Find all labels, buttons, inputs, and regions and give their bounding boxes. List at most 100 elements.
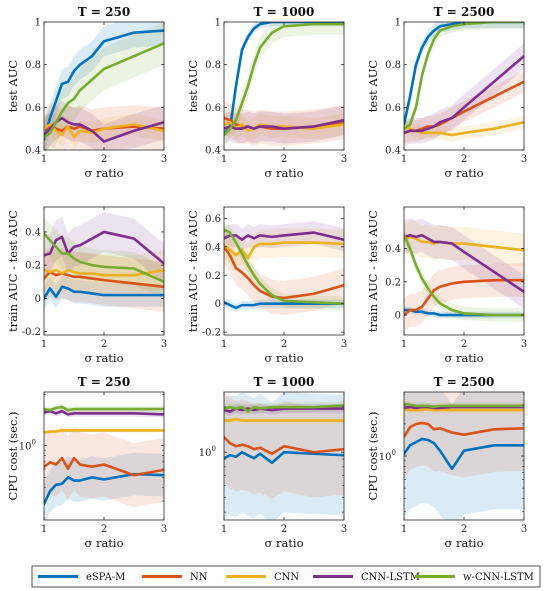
panel-2: 1 2 3 0.4 0.6 0.8 1 T = 1000 σ ratio test AUC bbox=[186, 5, 347, 180]
y-axis-label: test AUC bbox=[6, 60, 20, 113]
panel-1: 1 2 3 0.4 0.6 0.8 1 T = 250 σ ratio test AUC bbox=[6, 5, 167, 180]
legend-label: w-CNN-LSTM bbox=[463, 572, 534, 583]
series-line-espa-m bbox=[404, 437, 524, 471]
y-tick-label: 0.4 bbox=[385, 146, 401, 157]
x-tick-label: 2 bbox=[281, 339, 287, 350]
series-line-espa-m bbox=[404, 22, 524, 126]
y-tick-label: 1 bbox=[395, 18, 401, 29]
y-tick-label: 0 bbox=[215, 299, 221, 310]
x-axis-label: σ ratio bbox=[264, 351, 303, 365]
panel-title: T = 250 bbox=[78, 375, 130, 389]
x-tick-label: 2 bbox=[461, 339, 467, 350]
y-tick-label: 0.6 bbox=[385, 103, 401, 114]
legend-label: eSPA-M bbox=[86, 572, 125, 583]
x-tick-label: 2 bbox=[101, 524, 107, 535]
legend-item-w-cnn-lstm: w-CNN-LSTM bbox=[415, 572, 534, 583]
y-tick-label: 0.4 bbox=[25, 146, 41, 157]
x-tick-label: 1 bbox=[41, 524, 47, 535]
legend-item-cnn-lstm: CNN-LSTM bbox=[313, 572, 420, 583]
series-line-cnn bbox=[44, 123, 164, 139]
x-tick-label: 3 bbox=[521, 524, 527, 535]
plot-area bbox=[44, 211, 164, 312]
series-line-nn bbox=[224, 245, 344, 300]
y-tick-label: 0.6 bbox=[205, 103, 221, 114]
y-tick-label: -0.2 bbox=[22, 327, 41, 338]
series-line-nn bbox=[404, 421, 524, 439]
series-line-espa-m bbox=[224, 450, 344, 465]
series-line-w-cnn-lstm bbox=[44, 42, 164, 139]
x-tick-label: 2 bbox=[281, 524, 287, 535]
x-axis-label: σ ratio bbox=[84, 166, 123, 180]
panel-title: T = 1000 bbox=[254, 5, 315, 19]
series-line-w-cnn-lstm bbox=[44, 405, 164, 412]
series-line-w-cnn-lstm bbox=[44, 232, 164, 284]
band-cnn-lstm bbox=[44, 211, 164, 284]
legend-label: NN bbox=[190, 572, 208, 583]
x-tick-label: 2 bbox=[461, 154, 467, 165]
y-tick-label: 0.4 bbox=[25, 227, 41, 238]
y-tick-label: 0.2 bbox=[385, 277, 401, 288]
series-line-cnn-lstm bbox=[404, 233, 524, 294]
panel-title: T = 250 bbox=[78, 5, 130, 19]
plot-area bbox=[44, 403, 164, 520]
panel-8: 1 2 3 100 T = 1000 σ ratio bbox=[199, 375, 347, 550]
x-tick-label: 2 bbox=[281, 154, 287, 165]
y-tick-label: 0.8 bbox=[385, 60, 401, 71]
band-espa-m bbox=[44, 452, 164, 520]
series-line-nn bbox=[224, 435, 344, 456]
x-tick-label: 3 bbox=[341, 154, 347, 165]
y-tick-label: 100 bbox=[199, 445, 216, 459]
panel-5: 1 2 3 -0.2 0 0.2 0.4 0.6 σ ratio train AUC - test… bbox=[186, 206, 347, 365]
series-line-w-cnn-lstm bbox=[404, 402, 524, 409]
plot-area bbox=[224, 22, 344, 146]
series-line-cnn bbox=[404, 235, 524, 252]
series-line-nn bbox=[44, 456, 164, 477]
y-tick-label: 0.4 bbox=[205, 242, 221, 253]
x-axis-label: σ ratio bbox=[444, 536, 483, 550]
plot-area bbox=[404, 392, 524, 520]
x-tick-label: 2 bbox=[101, 339, 107, 350]
y-axis-label: train AUC - test AUC bbox=[186, 210, 200, 332]
series-line-cnn-lstm bbox=[44, 409, 164, 416]
band-nn bbox=[44, 426, 164, 508]
y-tick-label: 0.2 bbox=[205, 271, 221, 282]
band-cnn bbox=[404, 115, 524, 142]
x-tick-label: 1 bbox=[401, 154, 407, 165]
plot-area bbox=[224, 392, 344, 520]
panel-6: 1 2 3 0 0.2 0.4 σ ratio train AUC - test AUC bbox=[366, 206, 527, 365]
series-line-espa-m bbox=[44, 29, 164, 141]
series-line-espa-m bbox=[44, 285, 164, 300]
x-tick-label: 1 bbox=[41, 339, 47, 350]
series-line-cnn bbox=[44, 268, 164, 277]
x-tick-label: 1 bbox=[41, 154, 47, 165]
plot-area bbox=[224, 221, 344, 316]
x-tick-label: 1 bbox=[221, 524, 227, 535]
y-tick-label: 100 bbox=[19, 438, 36, 452]
y-tick-label: 0 bbox=[35, 294, 41, 305]
y-tick-label: 0.8 bbox=[205, 60, 221, 71]
series-line-cnn bbox=[224, 417, 344, 422]
series-line-cnn-lstm bbox=[224, 407, 344, 413]
series-line-w-cnn-lstm bbox=[404, 22, 524, 130]
x-tick-label: 1 bbox=[221, 154, 227, 165]
y-tick-label: 0.2 bbox=[25, 261, 41, 272]
band-espa-m bbox=[404, 392, 524, 520]
x-tick-label: 3 bbox=[341, 524, 347, 535]
legend-item-cnn: CNN bbox=[226, 572, 299, 583]
x-tick-label: 3 bbox=[521, 154, 527, 165]
panel-9: 1 2 3 100 T = 2500 σ ratio CPU cost (sec.) bbox=[366, 375, 527, 550]
y-axis-label: test AUC bbox=[366, 60, 380, 113]
band-nn bbox=[224, 100, 344, 146]
series-line-espa-m bbox=[224, 300, 344, 310]
series-line-w-cnn-lstm bbox=[224, 22, 344, 137]
y-tick-label: 1 bbox=[35, 18, 41, 29]
series-line-espa-m bbox=[44, 472, 164, 506]
legend: eSPA-M NN CNN CNN-LSTM w-CNN-LSTM bbox=[31, 565, 541, 588]
x-axis-label: σ ratio bbox=[264, 166, 303, 180]
y-axis-label: CPU cost (sec.) bbox=[366, 411, 380, 500]
band-cnn bbox=[44, 113, 164, 148]
x-tick-label: 2 bbox=[101, 154, 107, 165]
y-tick-label: 0.6 bbox=[25, 103, 41, 114]
series-line-cnn bbox=[224, 241, 344, 260]
